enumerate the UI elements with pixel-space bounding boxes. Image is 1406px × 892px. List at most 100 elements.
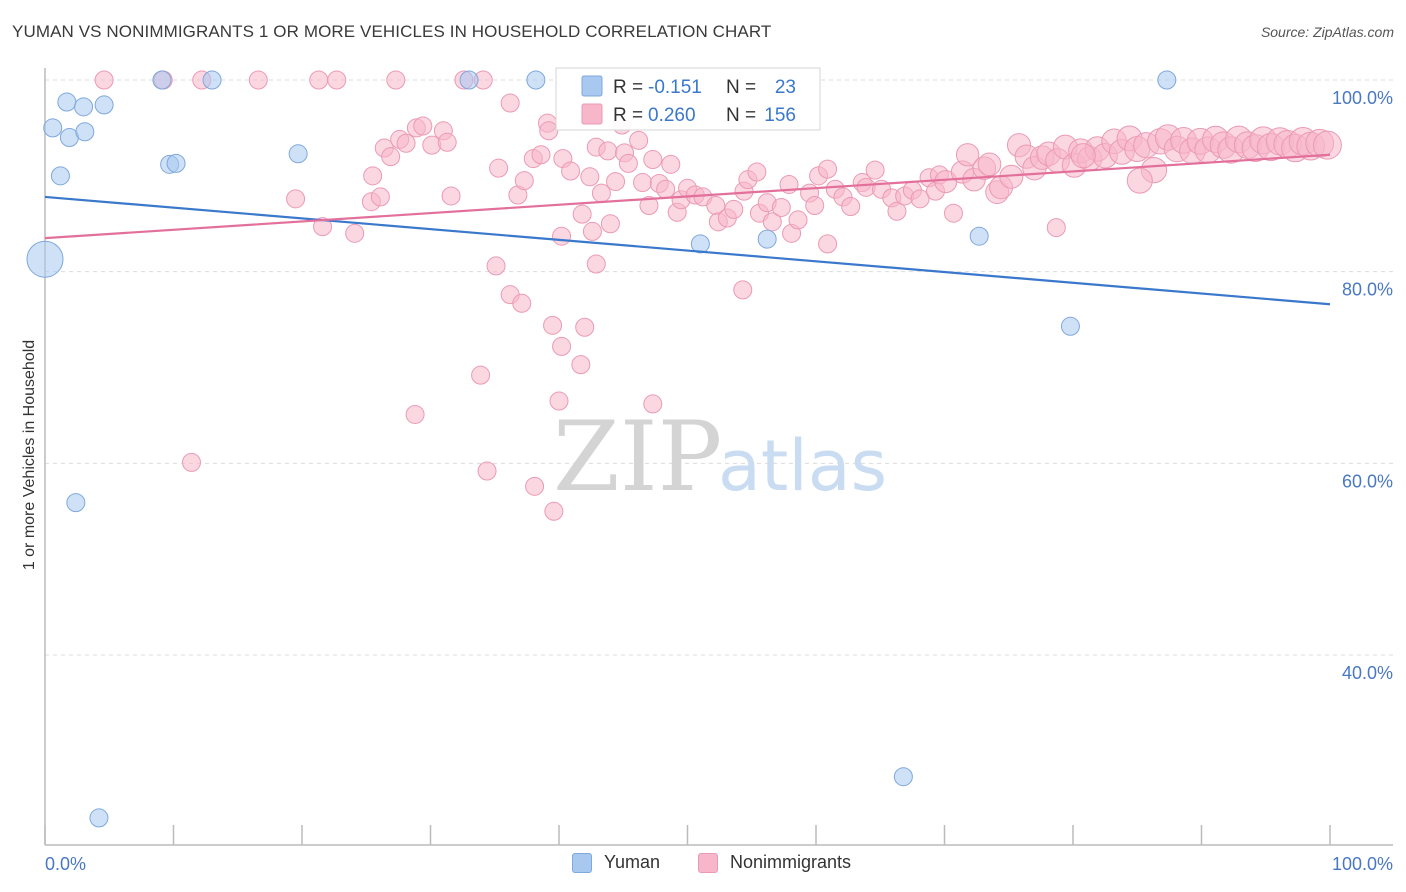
nonimmigrants-point xyxy=(598,141,618,161)
nonimmigrants-point xyxy=(818,159,838,179)
legend-swatch-nonimmigrants xyxy=(698,852,718,873)
nonimmigrants-point xyxy=(381,147,401,167)
nonimmigrants-point xyxy=(363,166,383,186)
nonimmigrants-point xyxy=(370,187,390,207)
nonimmigrants-point xyxy=(618,153,638,173)
nonimmigrants-point xyxy=(762,212,782,232)
yuman-point xyxy=(57,92,77,112)
nonimmigrants-point xyxy=(575,317,595,337)
nonimmigrants-point xyxy=(525,476,545,496)
yuman-point xyxy=(1060,316,1080,336)
n-value: 23 xyxy=(775,77,796,98)
nonimmigrants-point xyxy=(413,116,433,136)
yuman-point xyxy=(202,70,222,90)
yuman-point xyxy=(66,493,86,513)
yuman-point xyxy=(50,166,70,186)
nonimmigrants-point xyxy=(396,133,416,153)
nonimmigrants-point xyxy=(643,150,663,170)
stats-swatch-nonimmigrants xyxy=(581,103,603,125)
yuman-point xyxy=(459,70,479,90)
nonimmigrants-point xyxy=(486,256,506,276)
bottom-legend: Yuman Nonimmigrants xyxy=(0,852,1406,878)
yuman-point xyxy=(969,226,989,246)
nonimmigrants-point xyxy=(313,217,333,237)
nonimmigrants-point xyxy=(477,461,497,481)
nonimmigrants-point xyxy=(600,214,620,234)
nonimmigrants-point xyxy=(865,160,885,180)
nonimmigrants-point xyxy=(943,203,963,223)
trend-lines xyxy=(44,153,1331,306)
nonimmigrants-point xyxy=(543,315,563,335)
nonimmigrants-point xyxy=(94,70,114,90)
nonimmigrants-point xyxy=(309,70,329,90)
nonimmigrants-point xyxy=(181,452,201,472)
x-tick-labels: 0.0% 100.0% xyxy=(45,854,1393,874)
yuman-points xyxy=(26,70,1177,828)
nonimmigrants-point xyxy=(1070,143,1096,169)
nonimmigrants-point xyxy=(437,132,457,152)
nonimmigrants-point xyxy=(286,189,306,209)
watermark: ZIP atlas xyxy=(553,401,887,513)
yuman-point xyxy=(74,97,94,117)
yuman-point xyxy=(75,122,95,142)
n-label: N = xyxy=(726,77,756,98)
nonimmigrants-point xyxy=(788,210,808,230)
nonimmigrants-point xyxy=(1312,130,1342,160)
y-tick-label: 80.0% xyxy=(1342,280,1393,300)
nonimmigrants-point xyxy=(633,173,653,193)
nonimmigrants-point xyxy=(571,355,591,375)
nonimmigrants-point xyxy=(733,280,753,300)
nonimmigrants-point xyxy=(500,93,520,113)
n-value: 156 xyxy=(764,105,796,126)
nonimmigrants-point xyxy=(248,70,268,90)
nonimmigrants-point xyxy=(643,394,663,414)
r-label: R = xyxy=(613,77,643,98)
yuman-point xyxy=(757,229,777,249)
yuman-point xyxy=(690,234,710,254)
legend-label-nonimmigrants: Nonimmigrants xyxy=(730,852,852,872)
nonimmigrants-point xyxy=(818,234,838,254)
nonimmigrants-point xyxy=(747,162,767,182)
x-tick-label: 0.0% xyxy=(45,854,86,874)
y-tick-label: 100.0% xyxy=(1332,88,1393,108)
nonimmigrants-point xyxy=(552,226,572,246)
yuman-trend-line xyxy=(44,195,1331,306)
watermark-zip: ZIP xyxy=(553,401,722,513)
nonimmigrants-point xyxy=(489,158,509,178)
yuman-point xyxy=(152,70,172,90)
nonimmigrants-point xyxy=(561,161,581,181)
nonimmigrants-point xyxy=(514,171,534,191)
yuman-point xyxy=(26,240,64,278)
y-tick-label: 60.0% xyxy=(1342,471,1393,491)
nonimmigrants-point xyxy=(531,145,551,165)
nonimmigrants-point xyxy=(661,154,681,174)
nonimmigrants-point xyxy=(1126,167,1153,194)
nonimmigrants-point xyxy=(606,172,626,192)
legend-item-yuman[interactable]: Yuman xyxy=(572,852,660,873)
nonimmigrants-point xyxy=(771,197,791,217)
nonimmigrants-point xyxy=(582,221,602,241)
yuman-point xyxy=(43,118,63,138)
nonimmigrants-point xyxy=(639,196,659,216)
nonimmigrants-point xyxy=(656,179,676,199)
nonimmigrants-point xyxy=(441,186,461,206)
nonimmigrants-point xyxy=(552,336,572,356)
stats-swatch-yuman xyxy=(581,75,603,97)
nonimmigrants-point xyxy=(539,121,559,141)
y-tick-labels: 100.0% 80.0% 60.0% 40.0% xyxy=(1332,88,1393,683)
legend-swatch-yuman xyxy=(572,852,592,873)
nonimmigrants-point xyxy=(386,70,406,90)
r-label: R = xyxy=(613,105,643,126)
yuman-point xyxy=(89,808,109,828)
nonimmigrants-point xyxy=(724,199,744,219)
yuman-point xyxy=(94,95,114,115)
x-tick-label: 100.0% xyxy=(1332,854,1393,874)
grid xyxy=(45,79,1395,656)
nonimmigrants-point xyxy=(327,70,347,90)
nonimmigrants-point xyxy=(471,365,491,385)
nonimmigrants-point xyxy=(841,197,861,216)
nonimmigrants-point xyxy=(544,501,564,521)
legend-item-nonimmigrants[interactable]: Nonimmigrants xyxy=(698,852,851,873)
r-value: -0.151 xyxy=(648,77,702,98)
yuman-point xyxy=(288,144,308,164)
